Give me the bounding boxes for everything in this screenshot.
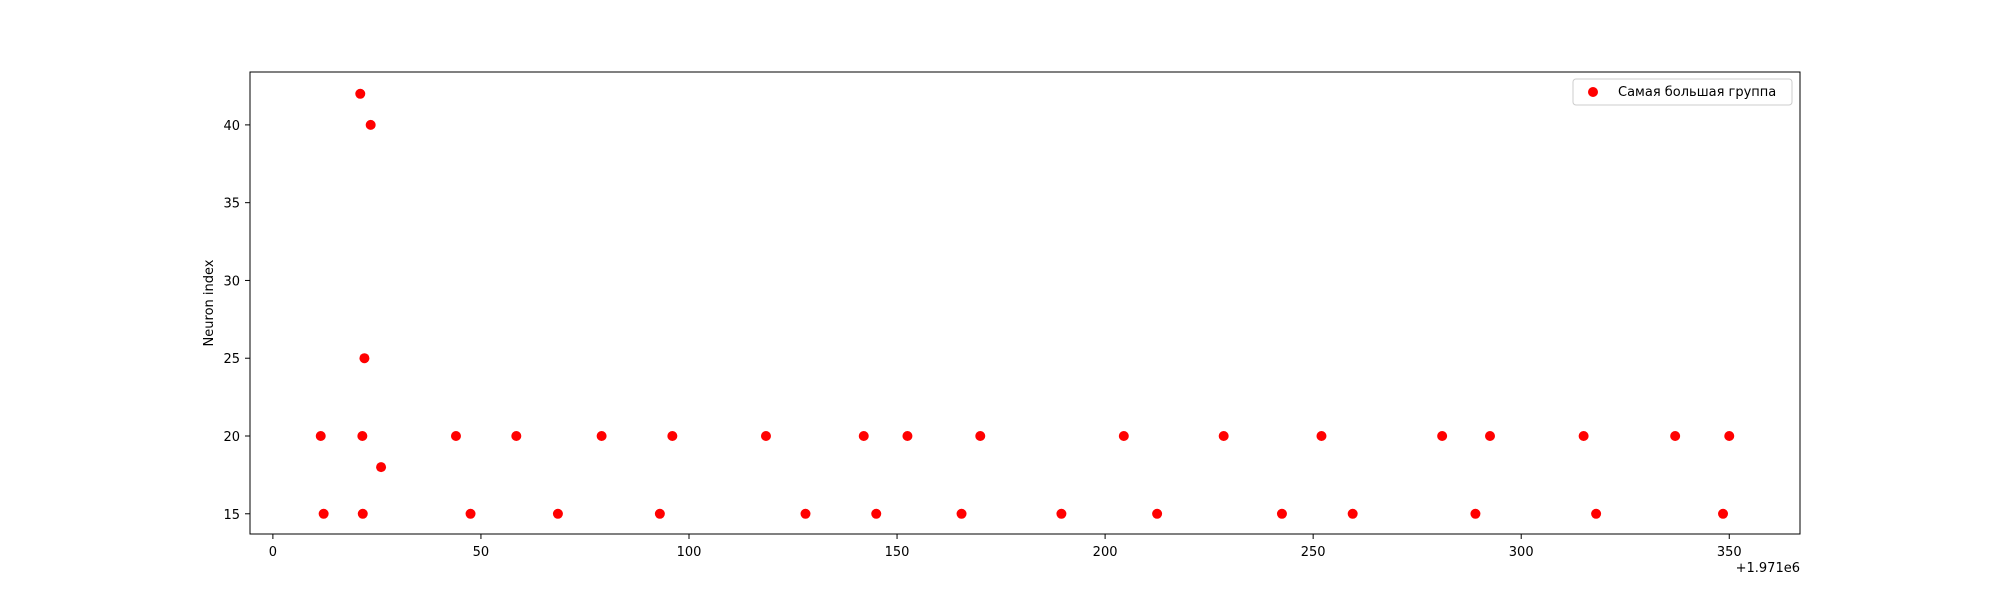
data-point (318, 508, 329, 519)
data-point (1724, 431, 1735, 441)
data-point (1118, 431, 1129, 441)
data-point (1485, 431, 1495, 441)
data-point (315, 431, 326, 441)
data-point (357, 431, 368, 441)
x-offset-label: +1.971e6 (1736, 561, 1800, 576)
data-point (1152, 508, 1163, 519)
data-points (315, 88, 1735, 519)
legend-label: Самая большая группа (1618, 85, 1776, 100)
plot-area (250, 72, 1800, 534)
data-point (1718, 508, 1729, 519)
data-point (956, 508, 967, 519)
data-point (1218, 431, 1229, 441)
y-tick-label: 35 (223, 197, 240, 212)
data-point (1591, 508, 1602, 519)
data-point (1470, 508, 1481, 519)
data-point (355, 88, 366, 99)
legend: Самая большая группа (1572, 78, 1793, 106)
data-point (975, 431, 986, 441)
y-tick-label: 40 (223, 119, 240, 134)
data-point (359, 353, 370, 364)
x-tick-label: 0 (269, 545, 277, 560)
data-point (1056, 508, 1067, 519)
x-tick-label: 150 (885, 545, 910, 560)
data-point (858, 431, 869, 441)
data-point (667, 431, 678, 441)
y-axis-label: Neuron index (202, 259, 217, 346)
x-tick-label: 250 (1301, 545, 1326, 560)
x-tick-label: 350 (1717, 545, 1742, 560)
data-point (596, 431, 607, 441)
data-point (357, 508, 368, 519)
data-point (1276, 508, 1287, 519)
data-point (800, 508, 811, 519)
legend-marker (1588, 87, 1598, 97)
y-tick-label: 30 (223, 274, 240, 289)
data-point (465, 508, 476, 519)
data-point (871, 508, 882, 519)
data-point (365, 119, 376, 130)
x-tick-label: 50 (473, 545, 490, 560)
x-tick-label: 200 (1093, 545, 1118, 560)
data-point (511, 431, 522, 441)
plot-frame (249, 71, 1801, 535)
data-point (552, 508, 563, 519)
data-point (760, 431, 771, 441)
data-point (1670, 431, 1681, 441)
data-point (654, 508, 665, 519)
y-tick-label: 20 (223, 430, 240, 445)
data-point (902, 431, 913, 441)
x-tick-label: 100 (677, 545, 702, 560)
x-tick-label: 300 (1509, 545, 1534, 560)
data-point (450, 431, 461, 441)
y-tick-label: 25 (223, 352, 240, 367)
y-tick-label: 15 (223, 508, 240, 523)
data-point (1316, 431, 1327, 441)
data-point (1578, 431, 1589, 441)
legend-box (1572, 78, 1793, 106)
x-axis: 0 50 100 150 200 250 300 350 (269, 534, 1742, 560)
data-point (1347, 508, 1358, 519)
y-axis: 15 20 25 30 35 40 (223, 119, 250, 523)
data-point (376, 462, 387, 473)
data-point (1437, 431, 1448, 441)
